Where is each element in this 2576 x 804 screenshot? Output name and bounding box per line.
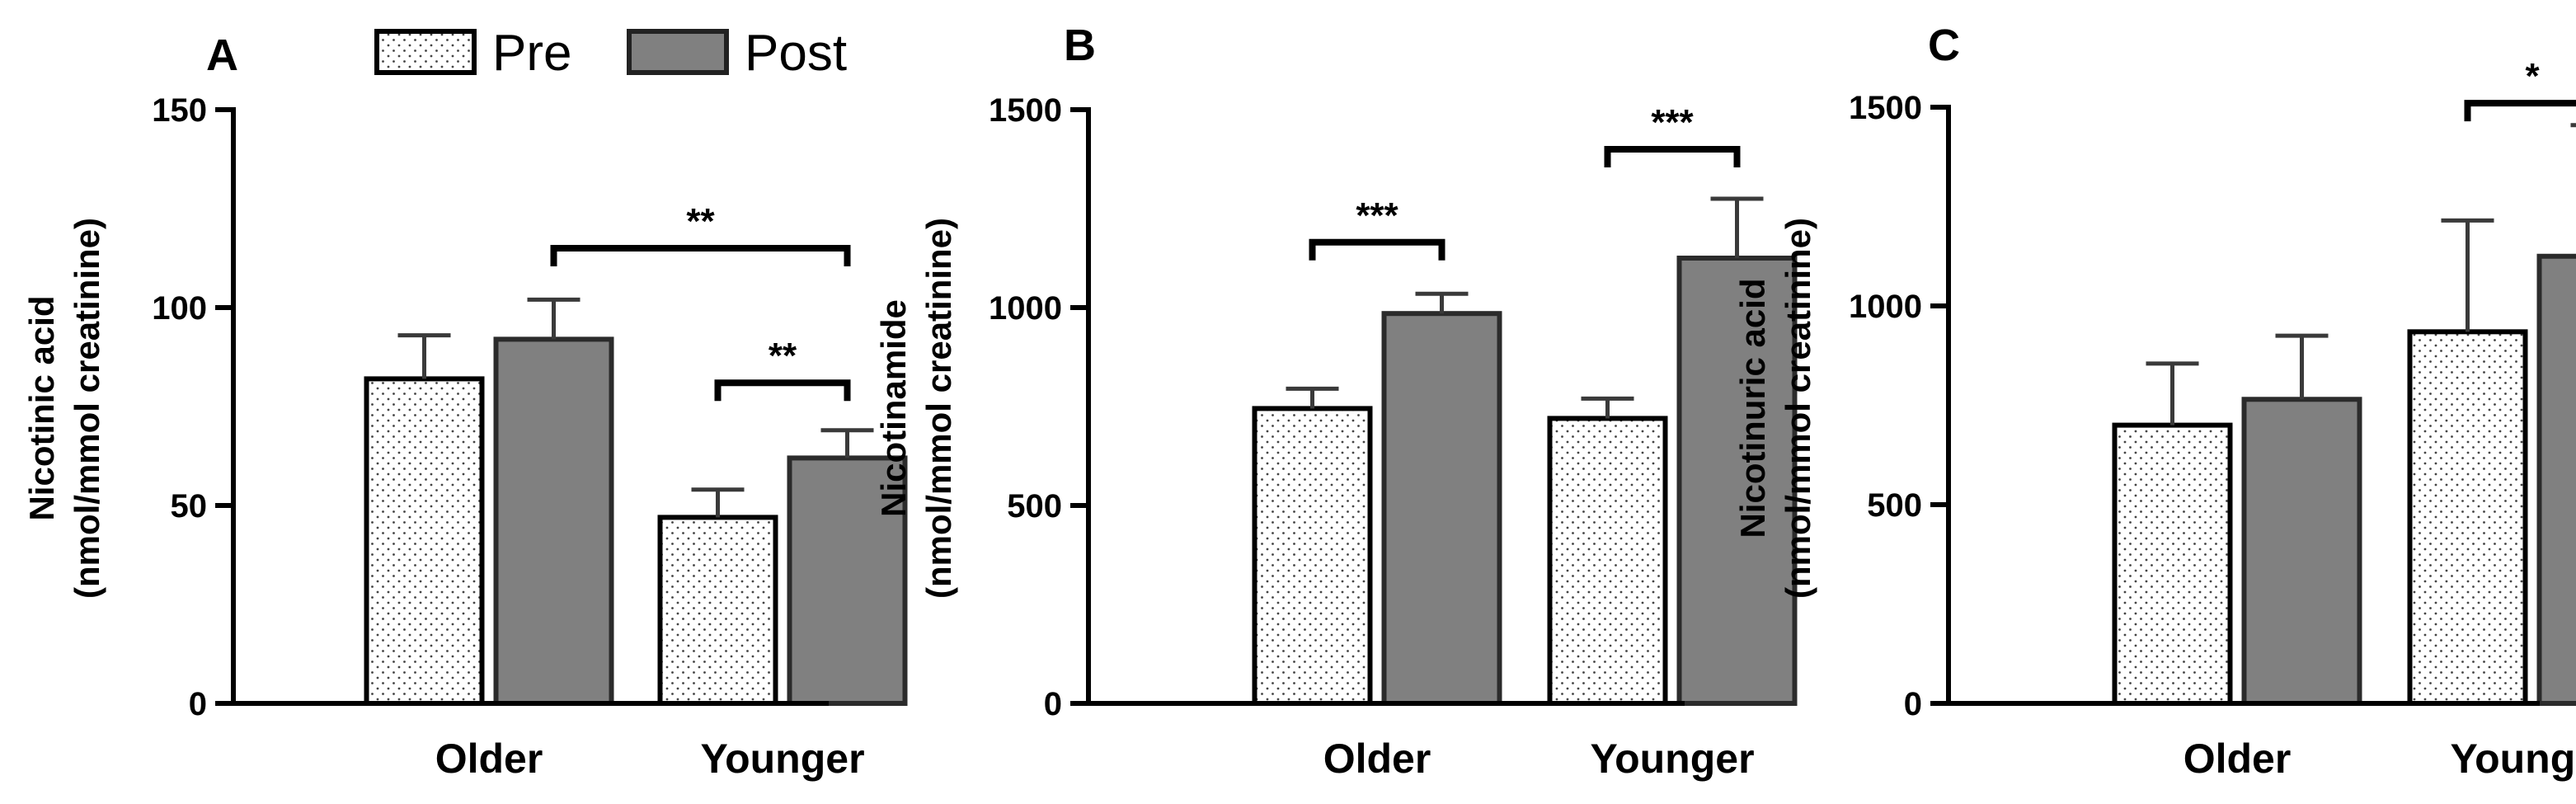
legend-swatch-post (627, 29, 729, 75)
panel-c-ylabel: Nicotinuric acid (nmol/mmol creatinine) (1733, 218, 1817, 599)
panel-b-ytick-label: 1500 (989, 92, 1062, 129)
panel-a-significance-label: ** (769, 336, 797, 376)
panel-b-bar-post-older (1381, 311, 1502, 706)
panel-b-bar-pre-older (1252, 406, 1373, 706)
panel-b-significance-bracket (1309, 238, 1445, 261)
panel-a: A Nicotinic acid (nmol/mmol creatinine) … (22, 31, 908, 782)
panel-a-ylabel-line2: (nmol/mmol creatinine) (68, 218, 106, 599)
panel-b-significance-label: *** (1651, 102, 1694, 143)
panel-a-ytick-label: 150 (152, 92, 207, 129)
panel-a-ytick-label: 0 (189, 686, 207, 722)
panel-b-letter: B (1064, 21, 1096, 70)
panel-a-ytick-label: 50 (171, 488, 208, 524)
panel-a-bar-pre-older (364, 376, 485, 706)
panel-c-bar-post-younger (2536, 253, 2576, 706)
panel-b-category-label: Younger (1590, 736, 1754, 782)
panel-b-ytick-label: 1000 (989, 290, 1062, 327)
panel-c-bar-post-older (2241, 397, 2362, 706)
panel-b-significance-label: *** (1356, 195, 1398, 236)
panel-c-category-label: Older (2183, 736, 2292, 782)
panel-c-ytick-label: 0 (1904, 686, 1922, 722)
legend: Pre Post (374, 25, 847, 82)
panel-a-ylabel: Nicotinic acid (nmol/mmol creatinine) (22, 218, 106, 599)
panel-a-plot: 0 50 100 150 Older Younger ** ** (152, 92, 908, 782)
panel-a-significance-bracket (714, 379, 851, 402)
panel-b-ytick-label: 0 (1044, 686, 1062, 722)
panel-c-ylabel-line2: (nmol/mmol creatinine) (1779, 218, 1817, 599)
panel-b: B Nicotinamide (nmol/mmol creatinine) 0 5… (874, 21, 1798, 782)
panel-b-bar-pre-younger (1547, 416, 1668, 706)
panel-a-bar-post-older (493, 336, 614, 706)
panel-b-plot: 0 500 1000 1500 Older Younger *** *** (989, 92, 1798, 782)
panel-c-ytick-label: 500 (1867, 487, 1922, 524)
panel-b-ytick-label: 500 (1007, 488, 1062, 524)
panel-a-category-label: Younger (700, 736, 864, 782)
panel-c-letter: C (1928, 21, 1960, 70)
panel-a-ytick-label: 100 (152, 290, 207, 327)
panel-b-ylabel: Nicotinamide (nmol/mmol creatinine) (874, 218, 958, 599)
panel-c-ytick-label: 1000 (1849, 289, 1922, 325)
panel-c-plot: 0 500 1000 1500 Older Younger * (1849, 56, 2576, 782)
panel-c-significance-bracket (2464, 100, 2576, 122)
panel-c-ytick-label: 1500 (1849, 90, 1922, 126)
panel-a-bar-pre-younger (657, 515, 778, 707)
panel-b-significance-bracket (1604, 146, 1741, 167)
panel-a-letter: A (206, 31, 238, 80)
panel-a-significance-label: ** (686, 201, 715, 242)
panel-c-ylabel-line1: Nicotinuric acid (1733, 278, 1772, 538)
panel-a-category-label: Older (435, 736, 543, 782)
panel-a-ylabel-line1: Nicotinic acid (22, 295, 61, 520)
panel-b-ylabel-line2: (nmol/mmol creatinine) (919, 218, 958, 599)
legend-swatch-pre (374, 29, 477, 75)
panel-c-bar-pre-younger (2407, 329, 2528, 706)
legend-label-pre: Pre (492, 25, 571, 82)
panel-a-significance-bracket (550, 245, 851, 266)
panel-b-bar-post-younger (1676, 256, 1798, 706)
panel-b-ylabel-line1: Nicotinamide (874, 299, 913, 517)
panel-b-category-label: Older (1323, 736, 1431, 782)
panel-c: C Nicotinuric acid (nmol/mmol creatinine… (1733, 21, 2576, 782)
legend-label-post: Post (745, 25, 847, 82)
panel-c-significance-label: * (2525, 56, 2540, 96)
panel-c-bar-pre-older (2112, 422, 2233, 706)
panel-c-category-label: Younger (2450, 736, 2576, 782)
